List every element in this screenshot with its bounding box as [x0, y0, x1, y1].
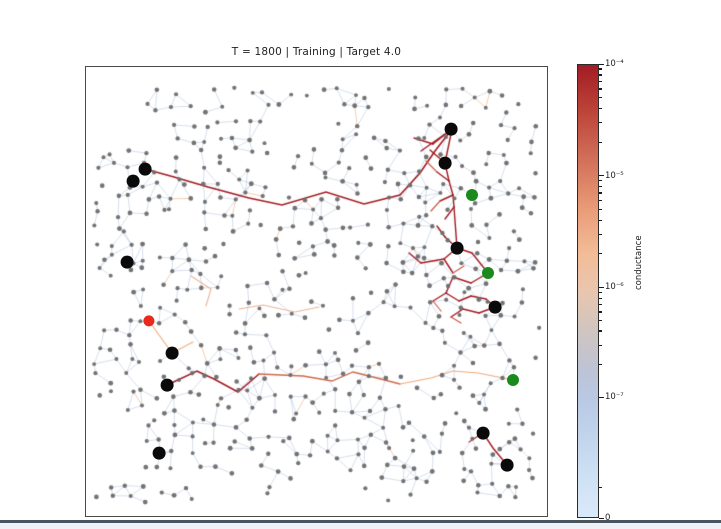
- colorbar-minor-tick: [599, 180, 602, 182]
- colorbar-minor-tick: [599, 253, 602, 255]
- colorbar-minor-tick: [599, 80, 602, 82]
- colorbar-minor-tick: [599, 233, 602, 235]
- colorbar-tick-label: 10⁻⁵: [605, 170, 624, 181]
- window-bottom-strip: [0, 523, 721, 529]
- colorbar-minor-tick: [599, 311, 602, 313]
- colorbar-axis-label: conductance: [634, 235, 644, 290]
- colorbar-tick-label: 10⁻⁷: [605, 392, 624, 403]
- colorbar-major-tick: [599, 396, 604, 398]
- colorbar-minor-tick: [599, 192, 602, 194]
- colorbar-major-tick: [599, 517, 604, 519]
- colorbar-tick-label: 10⁻⁶: [605, 282, 624, 293]
- colorbar-major-tick: [599, 286, 604, 289]
- colorbar-minor-tick: [599, 122, 602, 124]
- colorbar-minor-tick: [599, 363, 602, 365]
- terminal-node-black: [120, 255, 134, 269]
- terminal-node-black: [126, 174, 140, 188]
- terminal-node-black: [444, 122, 458, 136]
- terminal-node-black: [165, 346, 179, 360]
- terminal-node-black: [476, 426, 490, 440]
- colorbar-minor-tick: [599, 297, 602, 299]
- terminal-node-black: [488, 300, 502, 314]
- terminal-node-black: [138, 162, 152, 176]
- colorbar-minor-tick: [599, 330, 602, 332]
- colorbar-minor-tick: [599, 304, 602, 306]
- terminal-node-black: [450, 241, 464, 255]
- colorbar-minor-tick: [599, 320, 602, 322]
- terminal-node-black: [160, 378, 174, 392]
- colorbar-minor-tick: [599, 186, 602, 188]
- terminal-node-black: [500, 458, 514, 472]
- colorbar-minor-tick: [599, 344, 602, 346]
- colorbar-minor-tick: [599, 141, 602, 143]
- colorbar-minor-tick: [599, 219, 602, 221]
- output-node-green: [466, 189, 478, 201]
- colorbar-minor-tick: [599, 291, 602, 294]
- output-node-green: [482, 267, 494, 279]
- colorbar-major-tick: [599, 63, 604, 65]
- colorbar-minor-tick: [599, 200, 602, 202]
- conductance-colorbar: [577, 64, 599, 518]
- colorbar-minor-tick: [599, 208, 602, 210]
- colorbar-tick-label: 10⁻⁴: [605, 59, 624, 69]
- colorbar-minor-tick: [599, 107, 602, 110]
- colorbar-minor-tick: [599, 74, 602, 76]
- terminal-node-black: [152, 446, 166, 460]
- colorbar-major-tick: [599, 175, 604, 177]
- colorbar-minor-tick: [599, 97, 602, 99]
- source-node-red: [143, 315, 155, 327]
- plot-title: T = 1800 | Training | Target 4.0: [231, 46, 402, 58]
- output-node-green: [507, 374, 519, 386]
- colorbar-minor-tick: [599, 88, 602, 90]
- window-bottom-edge: [0, 520, 721, 523]
- terminal-node-black: [438, 156, 452, 170]
- colorbar-tick-label: 0: [605, 513, 611, 523]
- network-plot-area: [85, 66, 548, 517]
- colorbar-minor-tick: [599, 68, 602, 70]
- network-canvas: [86, 67, 547, 516]
- colorbar-minor-tick: [599, 486, 602, 488]
